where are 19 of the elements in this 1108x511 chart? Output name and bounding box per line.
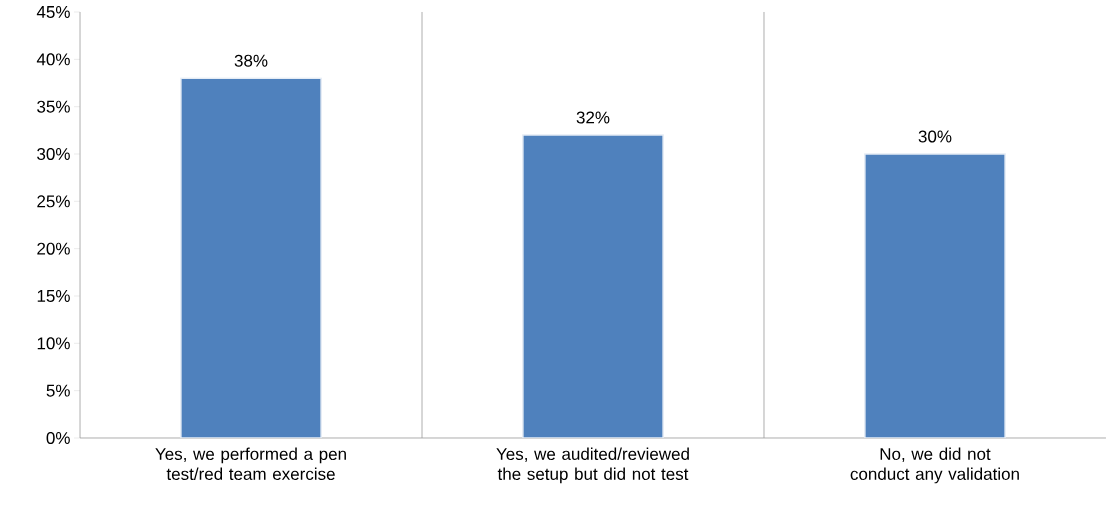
y-tick-label: 5%	[46, 384, 70, 397]
x-tick-label: Yes, we audited/reviewed the setup but did not test	[496, 447, 689, 484]
bar	[864, 153, 1006, 438]
bar	[522, 134, 664, 438]
y-tick-label: 35%	[37, 100, 70, 113]
x-tick-label: Yes, we performed a pen test/red team exercise	[155, 447, 346, 481]
data-label: 32%	[576, 111, 610, 124]
y-tick-label: 45%	[36, 6, 70, 18]
y-tick-label: 20%	[37, 242, 70, 255]
y-tick-label: 40%	[36, 53, 70, 66]
y-tick-label: 10%	[37, 337, 70, 350]
bar	[180, 77, 322, 438]
y-tick-label: 15%	[37, 290, 70, 302]
y-tick-label: 30%	[37, 147, 70, 161]
data-label: 38%	[234, 54, 268, 67]
data-label: 30%	[918, 130, 952, 143]
x-tick-label: No, we did not conduct any validation	[850, 447, 1019, 484]
y-tick-label: 0%	[46, 431, 70, 445]
y-tick-label: 25%	[37, 195, 70, 208]
